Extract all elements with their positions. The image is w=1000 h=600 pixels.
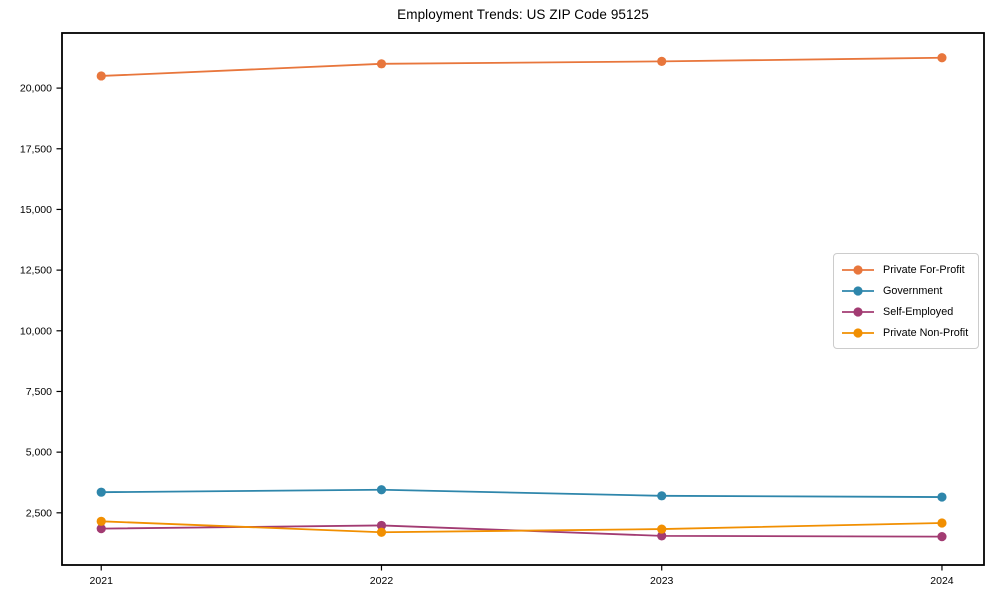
legend-label: Private Non-Profit	[883, 326, 969, 339]
legend-marker-icon	[842, 327, 874, 338]
legend-marker-icon	[842, 306, 874, 317]
data-point-self-employed-2021	[96, 523, 106, 534]
y-tick-label: 5,000	[26, 447, 52, 459]
series-line-government	[101, 488, 942, 498]
data-point-private-non-profit-2022	[376, 527, 387, 537]
data-point-private-non-profit-2021	[96, 516, 106, 526]
legend-label: Government	[883, 284, 943, 297]
series-line-private-non-profit	[101, 520, 942, 534]
x-tick-label: 2024	[930, 575, 954, 587]
y-tick-label: 12,500	[20, 265, 52, 277]
data-point-government-2021	[96, 487, 106, 497]
legend-label: Self-Employed	[883, 305, 954, 318]
x-tick-label: 2022	[370, 575, 394, 587]
y-tick-label: 10,000	[20, 325, 52, 337]
data-point-self-employed-2023	[657, 531, 667, 541]
legend-dot	[853, 264, 863, 275]
data-point-private-for-profit-2024	[937, 53, 947, 63]
data-point-government-2023	[657, 491, 667, 501]
data-point-private-for-profit-2022	[376, 59, 387, 69]
chart-title: Employment Trends: US ZIP Code 95125	[397, 7, 649, 22]
legend-item-government: Government	[842, 280, 970, 301]
y-tick-label: 7,500	[26, 386, 52, 398]
data-point-private-for-profit-2023	[657, 56, 667, 66]
legend-marker-icon	[842, 264, 874, 275]
legend-marker-icon	[842, 285, 874, 296]
y-tick-label: 17,500	[20, 143, 52, 155]
x-tick-label: 2021	[90, 575, 114, 587]
data-point-government-2024	[937, 492, 947, 502]
legend-item-private-non-profit: Private Non-Profit	[842, 322, 970, 343]
y-tick-label: 15,000	[20, 204, 52, 216]
legend-label: Private For-Profit	[883, 263, 965, 276]
data-point-private-for-profit-2021	[96, 71, 106, 81]
legend-dot	[853, 327, 863, 338]
legend-dot	[853, 306, 863, 317]
legend: Private For-Profit Government Self-Employe…	[833, 253, 979, 349]
data-point-private-non-profit-2023	[657, 524, 667, 534]
y-tick-label: 2,500	[26, 507, 52, 519]
legend-dot	[853, 285, 863, 296]
data-point-self-employed-2024	[937, 532, 947, 542]
data-point-self-employed-2022	[376, 520, 387, 531]
y-tick-label: 20,000	[20, 83, 52, 95]
data-point-government-2022	[376, 485, 387, 495]
x-tick-label: 2023	[650, 575, 674, 587]
plot-spines	[61, 32, 985, 566]
data-point-private-non-profit-2024	[937, 518, 947, 528]
legend-item-private-for-profit: Private For-Profit	[842, 259, 970, 280]
legend-item-self-employed: Self-Employed	[842, 301, 970, 322]
series-line-private-for-profit	[101, 56, 942, 77]
